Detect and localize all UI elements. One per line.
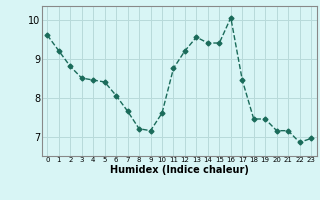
X-axis label: Humidex (Indice chaleur): Humidex (Indice chaleur) (110, 165, 249, 175)
